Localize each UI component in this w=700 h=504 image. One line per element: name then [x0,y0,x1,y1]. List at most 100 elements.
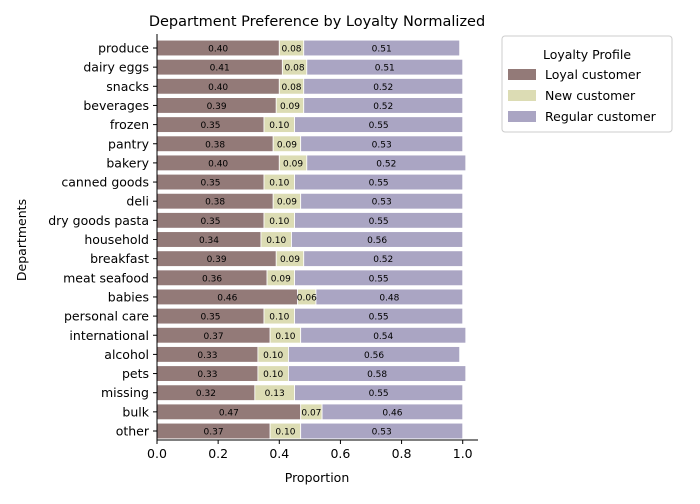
x-tick-label: 1.0 [453,446,473,461]
y-tick-label: meat seafood [63,270,149,285]
bar-segment [294,269,464,287]
legend-entry-label: Loyal customer [545,67,642,82]
legend-entry-label: New customer [545,88,636,103]
legend-swatch [508,111,536,122]
x-tick-label: 0.8 [392,446,412,461]
bar-value-label: 0.33 [197,351,217,361]
bar-value-label: 0.10 [275,428,295,438]
bar-segment [294,384,464,401]
bar-segment [306,58,464,76]
y-tick-label: canned goods [61,175,149,190]
bar-value-label: 0.47 [219,408,239,418]
bar-value-label: 0.34 [199,236,219,246]
bar-segment [300,192,464,210]
legend-frame [501,35,673,133]
bar-value-label: 0.09 [280,255,300,265]
bar-value-label: 0.10 [269,121,289,131]
bar-value-label: 0.10 [269,217,289,227]
bar-value-label: 0.06 [297,293,317,303]
y-tick-label: pets [122,366,149,381]
legend-swatch [508,69,536,80]
y-tick-label: frozen [110,117,149,132]
bar-value-label: 0.53 [372,140,392,150]
y-tick-label: international [69,328,149,343]
bars-layer [156,39,467,440]
x-tick-label: 0.0 [147,446,167,461]
bar-value-label: 0.38 [205,198,225,208]
x-tick-label: 0.4 [269,446,289,461]
bar-value-label: 0.55 [369,274,389,284]
bar-segment [303,250,464,267]
y-tick-label: alcohol [104,347,149,362]
bar-value-label: 0.51 [372,45,392,55]
y-tick-label: babies [108,289,149,304]
bar-segment [306,154,467,172]
bar-segment [294,116,464,133]
chart-title: Department Preference by Loyalty Normali… [149,14,485,30]
y-tick-label: dry goods pasta [48,213,149,228]
bar-value-label: 0.54 [373,332,393,342]
y-tick-label: deli [126,194,149,209]
bar-value-label: 0.55 [369,313,389,323]
bar-value-label: 0.10 [269,179,289,189]
bar-value-label: 0.10 [266,236,286,246]
bar-value-label: 0.08 [285,64,305,74]
bar-value-label: 0.39 [207,255,227,265]
x-tick-label: 0.2 [208,446,228,461]
bar-value-label: 0.37 [204,332,224,342]
y-tick-label: pantry [108,136,150,151]
bar-value-label: 0.09 [280,102,300,112]
bar-value-label: 0.52 [373,83,393,93]
bar-segment [315,288,464,306]
bar-value-label: 0.53 [372,198,392,208]
bar-value-label: 0.10 [263,370,283,380]
bar-value-label: 0.35 [200,313,220,323]
x-axis-label: Proportion [285,470,350,485]
x-tick-label: 0.6 [330,446,350,461]
bar-value-label: 0.41 [210,64,230,74]
y-tick-label: bakery [106,155,149,170]
legend: Loyalty Profile Loyal customer New custom… [501,35,673,133]
bar-value-label: 0.55 [369,121,389,131]
bar-value-label: 0.40 [208,45,228,55]
bar-value-label: 0.35 [200,179,220,189]
y-axis-label: Departments [14,199,29,281]
y-tick-label: household [84,232,149,247]
bar-segment [288,346,461,363]
bar-segment [294,307,464,325]
bar-value-label: 0.08 [281,83,301,93]
bar-value-label: 0.56 [367,236,387,246]
bar-segment [303,78,464,95]
bar-value-label: 0.53 [372,428,392,438]
bar-value-label: 0.32 [196,389,216,399]
bar-value-label: 0.10 [263,351,283,361]
bar-segment [300,135,464,152]
legend-title: Loyalty Profile [543,47,631,62]
bar-segment [294,173,464,191]
y-tick-label: missing [101,385,149,400]
y-axis-ticks: produce dairy eggs snacks beverages frozen pa… [48,41,157,439]
bar-value-label: 0.33 [197,370,217,380]
y-tick-label: bulk [122,404,149,419]
y-tick-label: produce [98,41,149,56]
bar-value-label: 0.55 [369,389,389,399]
bar-value-label: 0.09 [271,274,291,284]
bar-value-label: 0.10 [269,313,289,323]
bar-value-label: 0.38 [205,140,225,150]
bar-value-label: 0.39 [207,102,227,112]
y-tick-label: other [116,424,150,439]
y-tick-label: beverages [83,98,149,113]
bar-segment [288,365,467,382]
bar-segment [294,212,464,229]
bar-value-label: 0.40 [208,83,228,93]
bar-segment [300,422,464,440]
bar-segment [303,39,461,57]
bar-value-label: 0.46 [382,408,402,418]
bar-value-label: 0.55 [369,217,389,227]
bar-value-label: 0.09 [277,198,297,208]
bar-value-label: 0.52 [373,255,393,265]
bar-value-label: 0.36 [202,274,222,284]
y-tick-label: breakfast [90,251,149,266]
bar-value-label: 0.48 [379,293,399,303]
